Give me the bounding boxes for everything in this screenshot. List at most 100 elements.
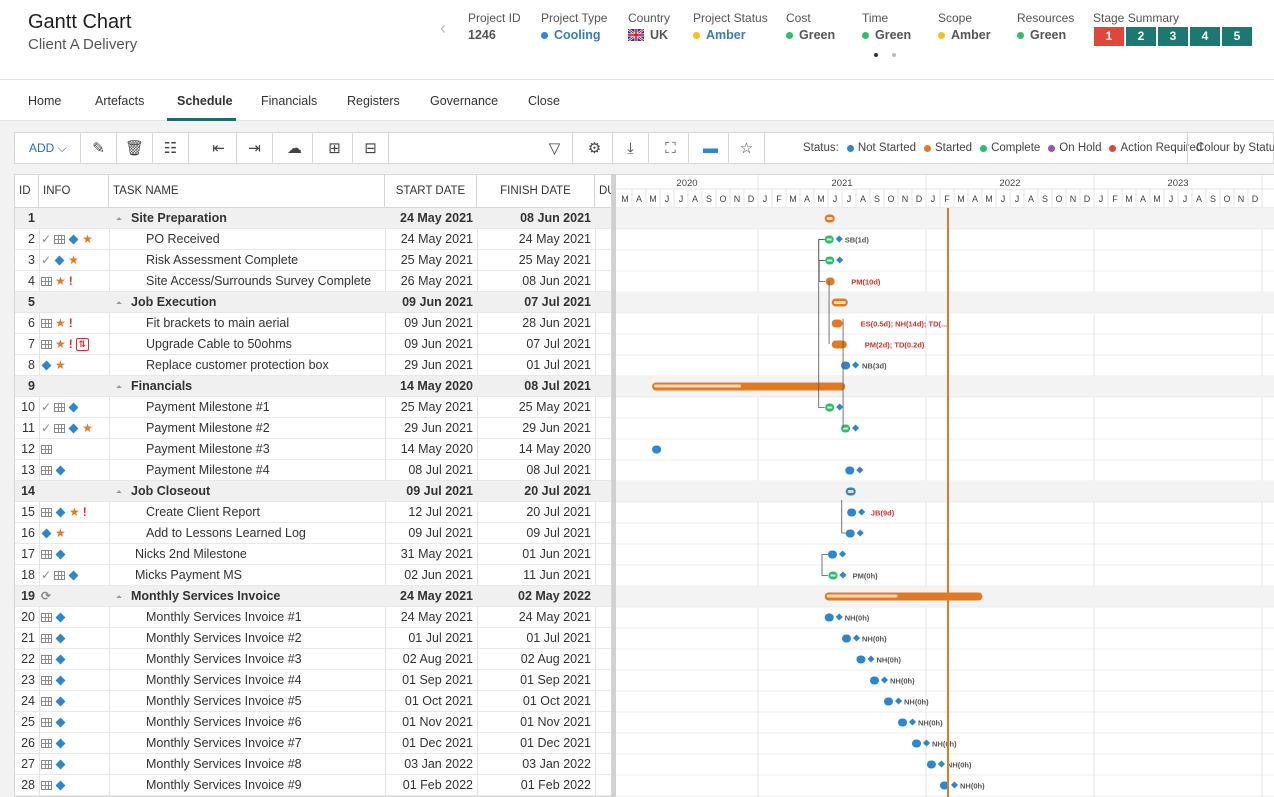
table-row[interactable]: 6 ★! Fit brackets to main aerial 09 Jun 202… [15, 313, 611, 334]
colour-by-select[interactable]: Colour by Status [1187, 133, 1274, 163]
tab-registers[interactable]: Registers [347, 94, 400, 108]
tab-artefacts[interactable]: Artefacts [95, 94, 145, 108]
collapse-toggle-icon[interactable] [116, 595, 122, 601]
stage-2[interactable]: 2 [1126, 27, 1156, 46]
table-row[interactable]: 15 ★! Create Client Report 12 Jul 2021 20 Ju… [15, 502, 611, 523]
fullscreen-icon[interactable]: ⛶ [653, 133, 689, 163]
task-name[interactable]: PO Received [146, 232, 220, 246]
summary-row[interactable]: 9 Financials 14 May 2020 08 Jul 2021 [15, 376, 611, 397]
summary-row[interactable]: 14 Job Closeout 09 Jul 2021 20 Jul 2021 [15, 481, 611, 502]
table-row[interactable]: 27 Monthly Services Invoice #8 03 Jan 2022… [15, 754, 611, 775]
task-name[interactable]: Payment Milestone #3 [146, 442, 270, 456]
table-row[interactable]: 28 Monthly Services Invoice #9 01 Feb 2022… [15, 775, 611, 796]
task-name[interactable]: Replace customer protection box [146, 358, 329, 372]
summary-row[interactable]: 19 ⟳ Monthly Services Invoice 24 May 2021 02… [15, 586, 611, 607]
task-name[interactable]: Monthly Services Invoice #6 [146, 715, 302, 729]
task-name[interactable]: Monthly Services Invoice #4 [146, 673, 302, 687]
task-name[interactable]: Payment Milestone #4 [146, 463, 270, 477]
task-name[interactable]: Monthly Services Invoice #1 [146, 610, 302, 624]
outdent-icon[interactable]: ⇤ [201, 133, 237, 163]
table-row[interactable]: 26 Monthly Services Invoice #7 01 Dec 2021… [15, 733, 611, 754]
task-name[interactable]: Site Access/Surrounds Survey Complete [146, 274, 372, 288]
add-button[interactable]: ADD ⌵ [15, 133, 81, 163]
summary-row[interactable]: 5 Job Execution 09 Jun 2021 07 Jul 2021 [15, 292, 611, 313]
table-row[interactable]: 7 ★! ⇅ Upgrade Cable to 50ohms 09 Jun 2021 07… [15, 334, 611, 355]
task-name[interactable]: Monthly Services Invoice #5 [146, 694, 302, 708]
collapse-all-icon[interactable]: ⊟ [353, 133, 389, 163]
task-name[interactable]: Fit brackets to main aerial [146, 316, 290, 330]
table-row[interactable]: 16 ★ Add to Lessons Learned Log 09 Jul 2021… [15, 523, 611, 544]
task-name[interactable]: Add to Lessons Learned Log [146, 526, 306, 540]
col-name-header[interactable]: TASK NAME [109, 175, 385, 207]
task-name[interactable]: Upgrade Cable to 50ohms [146, 337, 292, 351]
task-name[interactable]: Job Execution [109, 292, 383, 312]
col-id-header[interactable]: ID [15, 175, 39, 207]
col-info-header[interactable]: INFO [39, 175, 109, 207]
task-name[interactable]: Monthly Services Invoice #9 [146, 778, 302, 792]
settings-gear-icon[interactable]: ⚙ [577, 133, 613, 163]
star-icon[interactable]: ☆ [729, 133, 765, 163]
col-duration-header[interactable]: DU [599, 185, 611, 197]
task-name[interactable]: Monthly Services Invoice [109, 586, 383, 606]
table-row[interactable]: 17 Nicks 2nd Milestone 31 May 2021 01 Jun 2… [15, 544, 611, 565]
task-name[interactable]: Micks Payment MS [135, 568, 242, 582]
table-row[interactable]: 25 Monthly Services Invoice #6 01 Nov 2021… [15, 712, 611, 733]
expand-all-icon[interactable]: ⊞ [317, 133, 353, 163]
tab-financials[interactable]: Financials [261, 94, 318, 108]
collapse-toggle-icon[interactable] [116, 490, 122, 496]
table-row[interactable]: 22 Monthly Services Invoice #3 02 Aug 2021… [15, 649, 611, 670]
task-name[interactable]: Risk Assessment Complete [146, 253, 299, 267]
summary-row[interactable]: 1 Site Preparation 24 May 2021 08 Jun 2021 [15, 208, 611, 229]
milestone-diamond-icon [41, 528, 52, 538]
collapse-toggle-icon[interactable] [116, 301, 122, 307]
kpi-pager[interactable] [874, 53, 896, 57]
task-name[interactable]: Job Closeout [109, 481, 383, 501]
table-row[interactable]: 18 ✓ Micks Payment MS 02 Jun 2021 11 Jun 202… [15, 565, 611, 586]
clipboard-icon[interactable]: ☷ [153, 133, 189, 163]
collapse-toggle-icon[interactable] [116, 217, 122, 223]
task-name[interactable]: Payment Milestone #1 [146, 400, 270, 414]
task-name[interactable]: Monthly Services Invoice #7 [146, 736, 302, 750]
table-row[interactable]: 10 ✓ Payment Milestone #1 25 May 2021 25 May… [15, 397, 611, 418]
task-name[interactable]: Payment Milestone #2 [146, 421, 270, 435]
table-row[interactable]: 3 ✓ ★ Risk Assessment Complete 25 May 2021 25… [15, 250, 611, 271]
table-row[interactable]: 23 Monthly Services Invoice #4 01 Sep 2021… [15, 670, 611, 691]
stage-1[interactable]: 1 [1094, 27, 1124, 46]
chevron-left-icon[interactable]: ‹ [440, 18, 446, 38]
table-row[interactable]: 8 ★ Replace customer protection box 29 Jun … [15, 355, 611, 376]
stage-4[interactable]: 4 [1190, 27, 1220, 46]
delete-icon[interactable]: 🗑 [117, 133, 153, 163]
grid-gantt-splitter[interactable] [612, 174, 616, 797]
comment-icon[interactable]: ▬ [693, 133, 729, 163]
task-name[interactable]: Create Client Report [146, 505, 260, 519]
table-row[interactable]: 20 Monthly Services Invoice #1 24 May 2021… [15, 607, 611, 628]
tab-schedule[interactable]: Schedule [177, 94, 233, 108]
download-icon[interactable]: ⤓ [613, 133, 649, 163]
table-row[interactable]: 2 ✓ ★ PO Received 24 May 2021 24 May 2021 [15, 229, 611, 250]
table-row[interactable]: 13 Payment Milestone #4 08 Jul 2021 08 Jul … [15, 460, 611, 481]
table-row[interactable]: 11 ✓ ★ Payment Milestone #2 29 Jun 2021 29 Ju… [15, 418, 611, 439]
finish-date: 29 Jun 2021 [522, 421, 591, 435]
filter-icon[interactable]: ▽ [537, 133, 573, 163]
tab-governance[interactable]: Governance [430, 94, 499, 108]
col-finish-header[interactable]: FINISH DATE [477, 175, 595, 207]
tab-close[interactable]: Close [528, 94, 560, 108]
task-name[interactable]: Nicks 2nd Milestone [135, 547, 247, 561]
task-name[interactable]: Site Preparation [109, 208, 383, 228]
table-row[interactable]: 24 Monthly Services Invoice #5 01 Oct 2021… [15, 691, 611, 712]
edit-icon[interactable]: ✎ [81, 133, 117, 163]
table-row[interactable]: 21 Monthly Services Invoice #2 01 Jul 2021… [15, 628, 611, 649]
task-name[interactable]: Monthly Services Invoice #2 [146, 631, 302, 645]
table-row[interactable]: 12 Payment Milestone #3 14 May 2020 14 May … [15, 439, 611, 460]
indent-icon[interactable]: ⇥ [237, 133, 273, 163]
col-start-header[interactable]: START DATE [385, 175, 477, 207]
cloud-sync-icon[interactable]: ☁ [277, 133, 313, 163]
collapse-toggle-icon[interactable] [116, 385, 122, 391]
stage-5[interactable]: 5 [1222, 27, 1252, 46]
task-name[interactable]: Financials [109, 376, 383, 396]
tab-home[interactable]: Home [28, 94, 62, 108]
stage-3[interactable]: 3 [1158, 27, 1188, 46]
task-name[interactable]: Monthly Services Invoice #8 [146, 757, 302, 771]
table-row[interactable]: 4 ★! Site Access/Surrounds Survey Complete… [15, 271, 611, 292]
task-name[interactable]: Monthly Services Invoice #3 [146, 652, 302, 666]
